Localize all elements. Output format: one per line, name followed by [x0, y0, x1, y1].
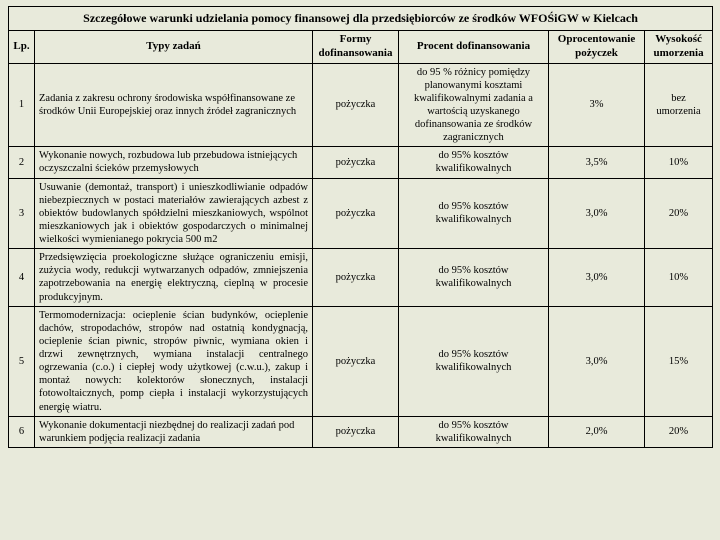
cell-lp: 6 [9, 416, 35, 447]
cell-task: Wykonanie dokumentacji niezbędnej do rea… [35, 416, 313, 447]
cell-amount: 20% [645, 178, 713, 249]
cell-percent: do 95% kosztów kwalifikowalnych [399, 249, 549, 307]
table-row: 1 Zadania z zakresu ochrony środowiska w… [9, 63, 713, 147]
table-row: 2 Wykonanie nowych, rozbudowa lub przebu… [9, 147, 713, 178]
table-title-row: Szczegółowe warunki udzielania pomocy fi… [9, 7, 713, 31]
cell-amount: 20% [645, 416, 713, 447]
col-tasks: Typy zadań [35, 31, 313, 64]
cell-rate: 3,5% [549, 147, 645, 178]
cell-rate: 3,0% [549, 306, 645, 416]
cell-percent: do 95% kosztów kwalifikowalnych [399, 178, 549, 249]
table-row: 5 Termomodernizacja: ocieplenie ścian bu… [9, 306, 713, 416]
cell-amount: bez umorzenia [645, 63, 713, 147]
header-row: Lp. Typy zadań Formy dofinansowania Proc… [9, 31, 713, 64]
cell-lp: 1 [9, 63, 35, 147]
col-rate: Oprocentowanie pożyczek [549, 31, 645, 64]
cell-percent: do 95% kosztów kwalifikowalnych [399, 416, 549, 447]
col-amount: Wysokość umorzenia [645, 31, 713, 64]
col-percent: Procent dofinansowania [399, 31, 549, 64]
cell-lp: 5 [9, 306, 35, 416]
cell-form: pożyczka [313, 416, 399, 447]
conditions-table: Szczegółowe warunki udzielania pomocy fi… [8, 6, 713, 448]
cell-amount: 10% [645, 249, 713, 307]
cell-percent: do 95% kosztów kwalifikowalnych [399, 306, 549, 416]
cell-form: pożyczka [313, 63, 399, 147]
cell-form: pożyczka [313, 249, 399, 307]
cell-form: pożyczka [313, 178, 399, 249]
cell-amount: 10% [645, 147, 713, 178]
col-lp: Lp. [9, 31, 35, 64]
cell-task: Usuwanie (demontaż, transport) i unieszk… [35, 178, 313, 249]
cell-task: Wykonanie nowych, rozbudowa lub przebudo… [35, 147, 313, 178]
cell-form: pożyczka [313, 147, 399, 178]
table-row: 4 Przedsięwzięcia proekologiczne służące… [9, 249, 713, 307]
cell-rate: 2,0% [549, 416, 645, 447]
cell-rate: 3% [549, 63, 645, 147]
page-container: { "title": "Szczegółowe warunki udzielan… [0, 0, 720, 540]
table-title: Szczegółowe warunki udzielania pomocy fi… [9, 7, 713, 31]
cell-rate: 3,0% [549, 178, 645, 249]
cell-task: Przedsięwzięcia proekologiczne służące o… [35, 249, 313, 307]
cell-task: Zadania z zakresu ochrony środowiska wsp… [35, 63, 313, 147]
table-row: 3 Usuwanie (demontaż, transport) i unies… [9, 178, 713, 249]
cell-amount: 15% [645, 306, 713, 416]
cell-lp: 3 [9, 178, 35, 249]
cell-rate: 3,0% [549, 249, 645, 307]
cell-percent: do 95 % różnicy pomiędzy planowanymi kos… [399, 63, 549, 147]
cell-lp: 4 [9, 249, 35, 307]
table-row: 6 Wykonanie dokumentacji niezbędnej do r… [9, 416, 713, 447]
cell-form: pożyczka [313, 306, 399, 416]
cell-lp: 2 [9, 147, 35, 178]
col-forms: Formy dofinansowania [313, 31, 399, 64]
cell-task: Termomodernizacja: ocieplenie ścian budy… [35, 306, 313, 416]
cell-percent: do 95% kosztów kwalifikowalnych [399, 147, 549, 178]
